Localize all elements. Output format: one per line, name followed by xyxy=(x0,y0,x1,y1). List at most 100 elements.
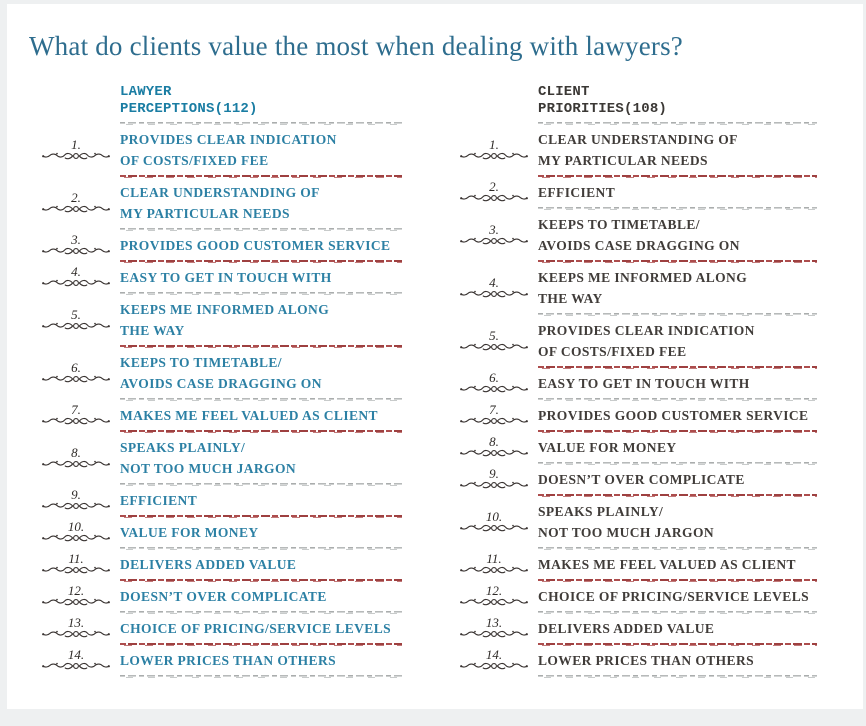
item-text-line: PROVIDES GOOD CUSTOMER SERVICE xyxy=(538,408,809,423)
separator-line xyxy=(120,547,402,550)
flourish-ornament-icon xyxy=(460,662,528,670)
rank-number: 8. xyxy=(489,434,499,449)
ranked-item: 14. L xyxy=(30,647,402,671)
flourish-ornament-icon xyxy=(460,566,528,574)
rank-marker: 10. xyxy=(30,520,120,543)
separator-line xyxy=(120,260,402,263)
separator-line xyxy=(538,547,817,550)
item-text-line: EFFICIENT xyxy=(538,185,616,200)
item-text: SPEAKS PLAINLY/NOT TOO MUCH JARGON xyxy=(120,437,296,479)
separator-line xyxy=(120,228,402,231)
rank-number: 10. xyxy=(485,508,503,524)
separator-line xyxy=(538,313,817,316)
item-text: SPEAKS PLAINLY/NOT TOO MUCH JARGON xyxy=(538,501,714,543)
item-text-line: MY PARTICULAR NEEDS xyxy=(120,206,290,221)
separator-line xyxy=(120,175,402,178)
flourish-ornament-icon xyxy=(42,534,110,542)
rank-number: 12. xyxy=(67,583,85,598)
rank-number: 11. xyxy=(68,551,84,566)
flourish-ornament-icon xyxy=(460,417,528,425)
lawyer-perceptions-header: LAWYER PERCEPTIONS(112) xyxy=(120,84,402,118)
separator-line xyxy=(120,579,402,582)
item-text-line: THE WAY xyxy=(538,291,603,306)
separator-line xyxy=(120,122,402,125)
separator-line xyxy=(538,462,817,465)
ranked-item: 8. VA xyxy=(453,434,817,458)
ranked-item: 7. MA xyxy=(30,403,402,426)
ranked-item: 5. KE xyxy=(30,299,402,341)
item-text: PROVIDES GOOD CUSTOMER SERVICE xyxy=(120,235,390,256)
item-text-line: CHOICE OF PRICING/SERVICE LEVELS xyxy=(538,589,810,604)
rank-number: 14. xyxy=(67,647,85,662)
item-text: DELIVERS ADDED VALUE xyxy=(120,554,296,575)
rank-marker: 7. xyxy=(453,403,538,426)
rank-marker: 11. xyxy=(453,552,538,575)
flourish-ornament-icon xyxy=(460,194,528,202)
flourish-ornament-icon xyxy=(42,630,110,638)
ranking-columns: LAWYER PERCEPTIONS(112) 1. xyxy=(7,84,863,682)
ranked-item: 7. PR xyxy=(453,403,817,426)
item-text: CLEAR UNDERSTANDING OF MY PARTICULAR NEED… xyxy=(120,182,320,224)
rank-marker: 9. xyxy=(453,467,538,490)
ranked-item: 6. KE xyxy=(30,352,402,394)
ranked-item: 11. D xyxy=(30,551,402,575)
rank-number: 12. xyxy=(485,583,503,598)
flourish-ornament-icon xyxy=(460,598,528,606)
ranked-item: 10. V xyxy=(30,520,402,543)
item-text: EASY TO GET IN TOUCH WITH xyxy=(120,267,332,288)
rank-number: 9. xyxy=(71,487,81,502)
rank-marker: 7. xyxy=(30,403,120,426)
flourish-ornament-icon xyxy=(42,502,110,510)
rank-marker: 6. xyxy=(30,359,120,384)
rank-number: 14. xyxy=(485,647,503,662)
rank-marker: 2. xyxy=(30,191,120,214)
item-text: PROVIDES CLEAR INDICATION OF COSTS/FIXED … xyxy=(120,129,337,171)
item-text: PROVIDES CLEAR INDICATION OF COSTS/FIXED … xyxy=(538,320,755,362)
rank-number: 4. xyxy=(71,264,81,279)
ranked-item: 12. C xyxy=(453,583,817,607)
rank-number: 6. xyxy=(71,359,81,375)
rank-number: 8. xyxy=(71,444,81,460)
column-lawyer-perceptions: LAWYER PERCEPTIONS(112) 1. xyxy=(30,84,402,682)
separator-line xyxy=(538,430,817,433)
item-text-line: NOT TOO MUCH JARGON xyxy=(120,461,296,476)
flourish-ornament-icon xyxy=(460,481,528,489)
separator-line xyxy=(538,366,817,369)
item-text-line: PROVIDES CLEAR INDICATION xyxy=(538,323,755,338)
rank-number: 13. xyxy=(485,615,503,630)
item-text-line: OF COSTS/FIXED FEE xyxy=(120,153,269,168)
item-text: KEEPS TO TIMETABLE/AVOIDS CASE DRAGGING … xyxy=(120,352,322,394)
item-text-line: CLEAR UNDERSTANDING OF xyxy=(120,185,320,200)
separator-line xyxy=(538,579,817,582)
item-text: DOESN’T OVER COMPLICATE xyxy=(120,586,327,607)
rank-marker: 12. xyxy=(453,583,538,607)
flourish-ornament-icon xyxy=(42,279,110,287)
separator-line xyxy=(538,643,817,646)
item-text-line: SPEAKS PLAINLY/ xyxy=(120,440,246,455)
flourish-ornament-icon xyxy=(460,290,528,297)
rank-number: 5. xyxy=(71,306,81,322)
item-text-line: DOESN’T OVER COMPLICATE xyxy=(120,589,327,604)
ranked-item: 14. L xyxy=(453,647,817,671)
separator-line xyxy=(120,345,402,348)
ranked-item: 13. D xyxy=(453,615,817,639)
ranked-item: 1. CL xyxy=(453,129,817,171)
rank-marker: 4. xyxy=(30,264,120,288)
separator-line xyxy=(538,175,817,178)
separator-line xyxy=(120,643,402,646)
item-text-line: OF COSTS/FIXED FEE xyxy=(538,344,687,359)
ranked-item: 13. C xyxy=(30,616,402,639)
rank-marker: 8. xyxy=(30,444,120,469)
ranked-item: 1. PR xyxy=(30,129,402,171)
separator-line xyxy=(120,515,402,518)
rank-marker: 9. xyxy=(30,487,120,511)
rank-marker: 6. xyxy=(453,371,538,394)
ranked-item: 2. CL xyxy=(30,182,402,224)
header-line-2: PRIORITIES(108) xyxy=(538,101,668,117)
ranked-item: 4. EA xyxy=(30,264,402,288)
column-client-priorities: CLIENT PRIORITIES(108) 1. xyxy=(453,84,817,682)
item-text-line: DOESN’T OVER COMPLICATE xyxy=(538,472,745,487)
flourish-ornament-icon xyxy=(42,152,110,159)
item-text: VALUE FOR MONEY xyxy=(538,437,677,458)
